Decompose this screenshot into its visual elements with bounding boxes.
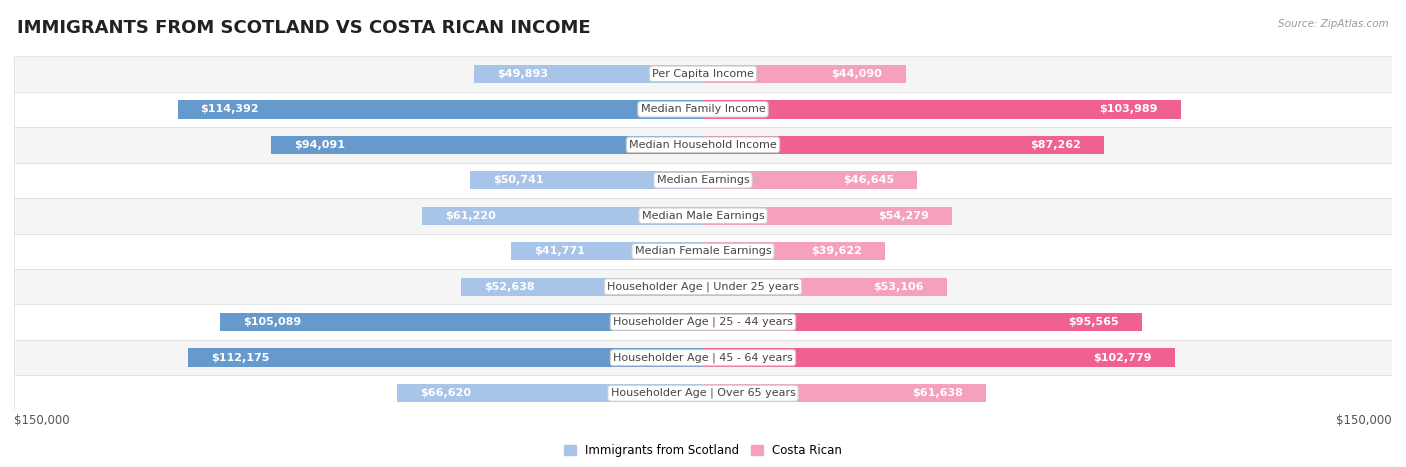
Bar — [703, 277, 946, 296]
Text: $44,090: $44,090 — [832, 69, 883, 79]
Bar — [396, 384, 703, 403]
Text: IMMIGRANTS FROM SCOTLAND VS COSTA RICAN INCOME: IMMIGRANTS FROM SCOTLAND VS COSTA RICAN … — [17, 19, 591, 37]
Text: Median Household Income: Median Household Income — [628, 140, 778, 150]
Text: $41,771: $41,771 — [534, 246, 585, 256]
Legend: Immigrants from Scotland, Costa Rican: Immigrants from Scotland, Costa Rican — [560, 439, 846, 462]
Text: Householder Age | Over 65 years: Householder Age | Over 65 years — [610, 388, 796, 398]
Bar — [703, 242, 884, 261]
Bar — [703, 64, 905, 83]
Bar — [703, 313, 1142, 332]
Text: $112,175: $112,175 — [211, 353, 269, 363]
Bar — [703, 348, 1175, 367]
Text: $50,741: $50,741 — [494, 175, 544, 185]
Text: $53,106: $53,106 — [873, 282, 924, 292]
Text: $87,262: $87,262 — [1031, 140, 1081, 150]
Text: $39,622: $39,622 — [811, 246, 862, 256]
Text: $150,000: $150,000 — [1336, 414, 1392, 427]
Text: $54,279: $54,279 — [879, 211, 929, 221]
Bar — [14, 56, 1392, 92]
Bar — [703, 206, 952, 225]
Text: Median Family Income: Median Family Income — [641, 104, 765, 114]
Text: $66,620: $66,620 — [420, 388, 471, 398]
Bar — [14, 92, 1392, 127]
Text: Per Capita Income: Per Capita Income — [652, 69, 754, 79]
Bar — [14, 340, 1392, 375]
Bar — [14, 234, 1392, 269]
Text: $46,645: $46,645 — [844, 175, 894, 185]
Text: $52,638: $52,638 — [484, 282, 534, 292]
Bar — [474, 64, 703, 83]
Bar — [461, 277, 703, 296]
Text: $61,638: $61,638 — [912, 388, 963, 398]
Bar — [14, 269, 1392, 304]
Text: $95,565: $95,565 — [1069, 317, 1119, 327]
Text: $94,091: $94,091 — [294, 140, 344, 150]
Bar — [271, 135, 703, 154]
Bar — [703, 135, 1104, 154]
Text: $114,392: $114,392 — [201, 104, 259, 114]
Bar — [703, 171, 917, 190]
Text: Source: ZipAtlas.com: Source: ZipAtlas.com — [1278, 19, 1389, 28]
Text: Median Female Earnings: Median Female Earnings — [634, 246, 772, 256]
Text: $150,000: $150,000 — [14, 414, 70, 427]
Bar — [703, 384, 986, 403]
Text: $105,089: $105,089 — [243, 317, 301, 327]
Text: Householder Age | 45 - 64 years: Householder Age | 45 - 64 years — [613, 353, 793, 363]
Bar — [14, 127, 1392, 163]
Bar — [177, 100, 703, 119]
Bar — [470, 171, 703, 190]
Bar — [703, 100, 1181, 119]
Bar — [14, 304, 1392, 340]
Bar — [512, 242, 703, 261]
Bar — [14, 375, 1392, 411]
Bar — [422, 206, 703, 225]
Text: $103,989: $103,989 — [1099, 104, 1157, 114]
Text: $102,779: $102,779 — [1094, 353, 1152, 363]
Bar — [14, 163, 1392, 198]
Text: Median Earnings: Median Earnings — [657, 175, 749, 185]
Text: Householder Age | 25 - 44 years: Householder Age | 25 - 44 years — [613, 317, 793, 327]
Text: Median Male Earnings: Median Male Earnings — [641, 211, 765, 221]
Bar — [188, 348, 703, 367]
Bar — [14, 198, 1392, 234]
Bar — [221, 313, 703, 332]
Text: $61,220: $61,220 — [444, 211, 495, 221]
Text: $49,893: $49,893 — [496, 69, 548, 79]
Text: Householder Age | Under 25 years: Householder Age | Under 25 years — [607, 282, 799, 292]
